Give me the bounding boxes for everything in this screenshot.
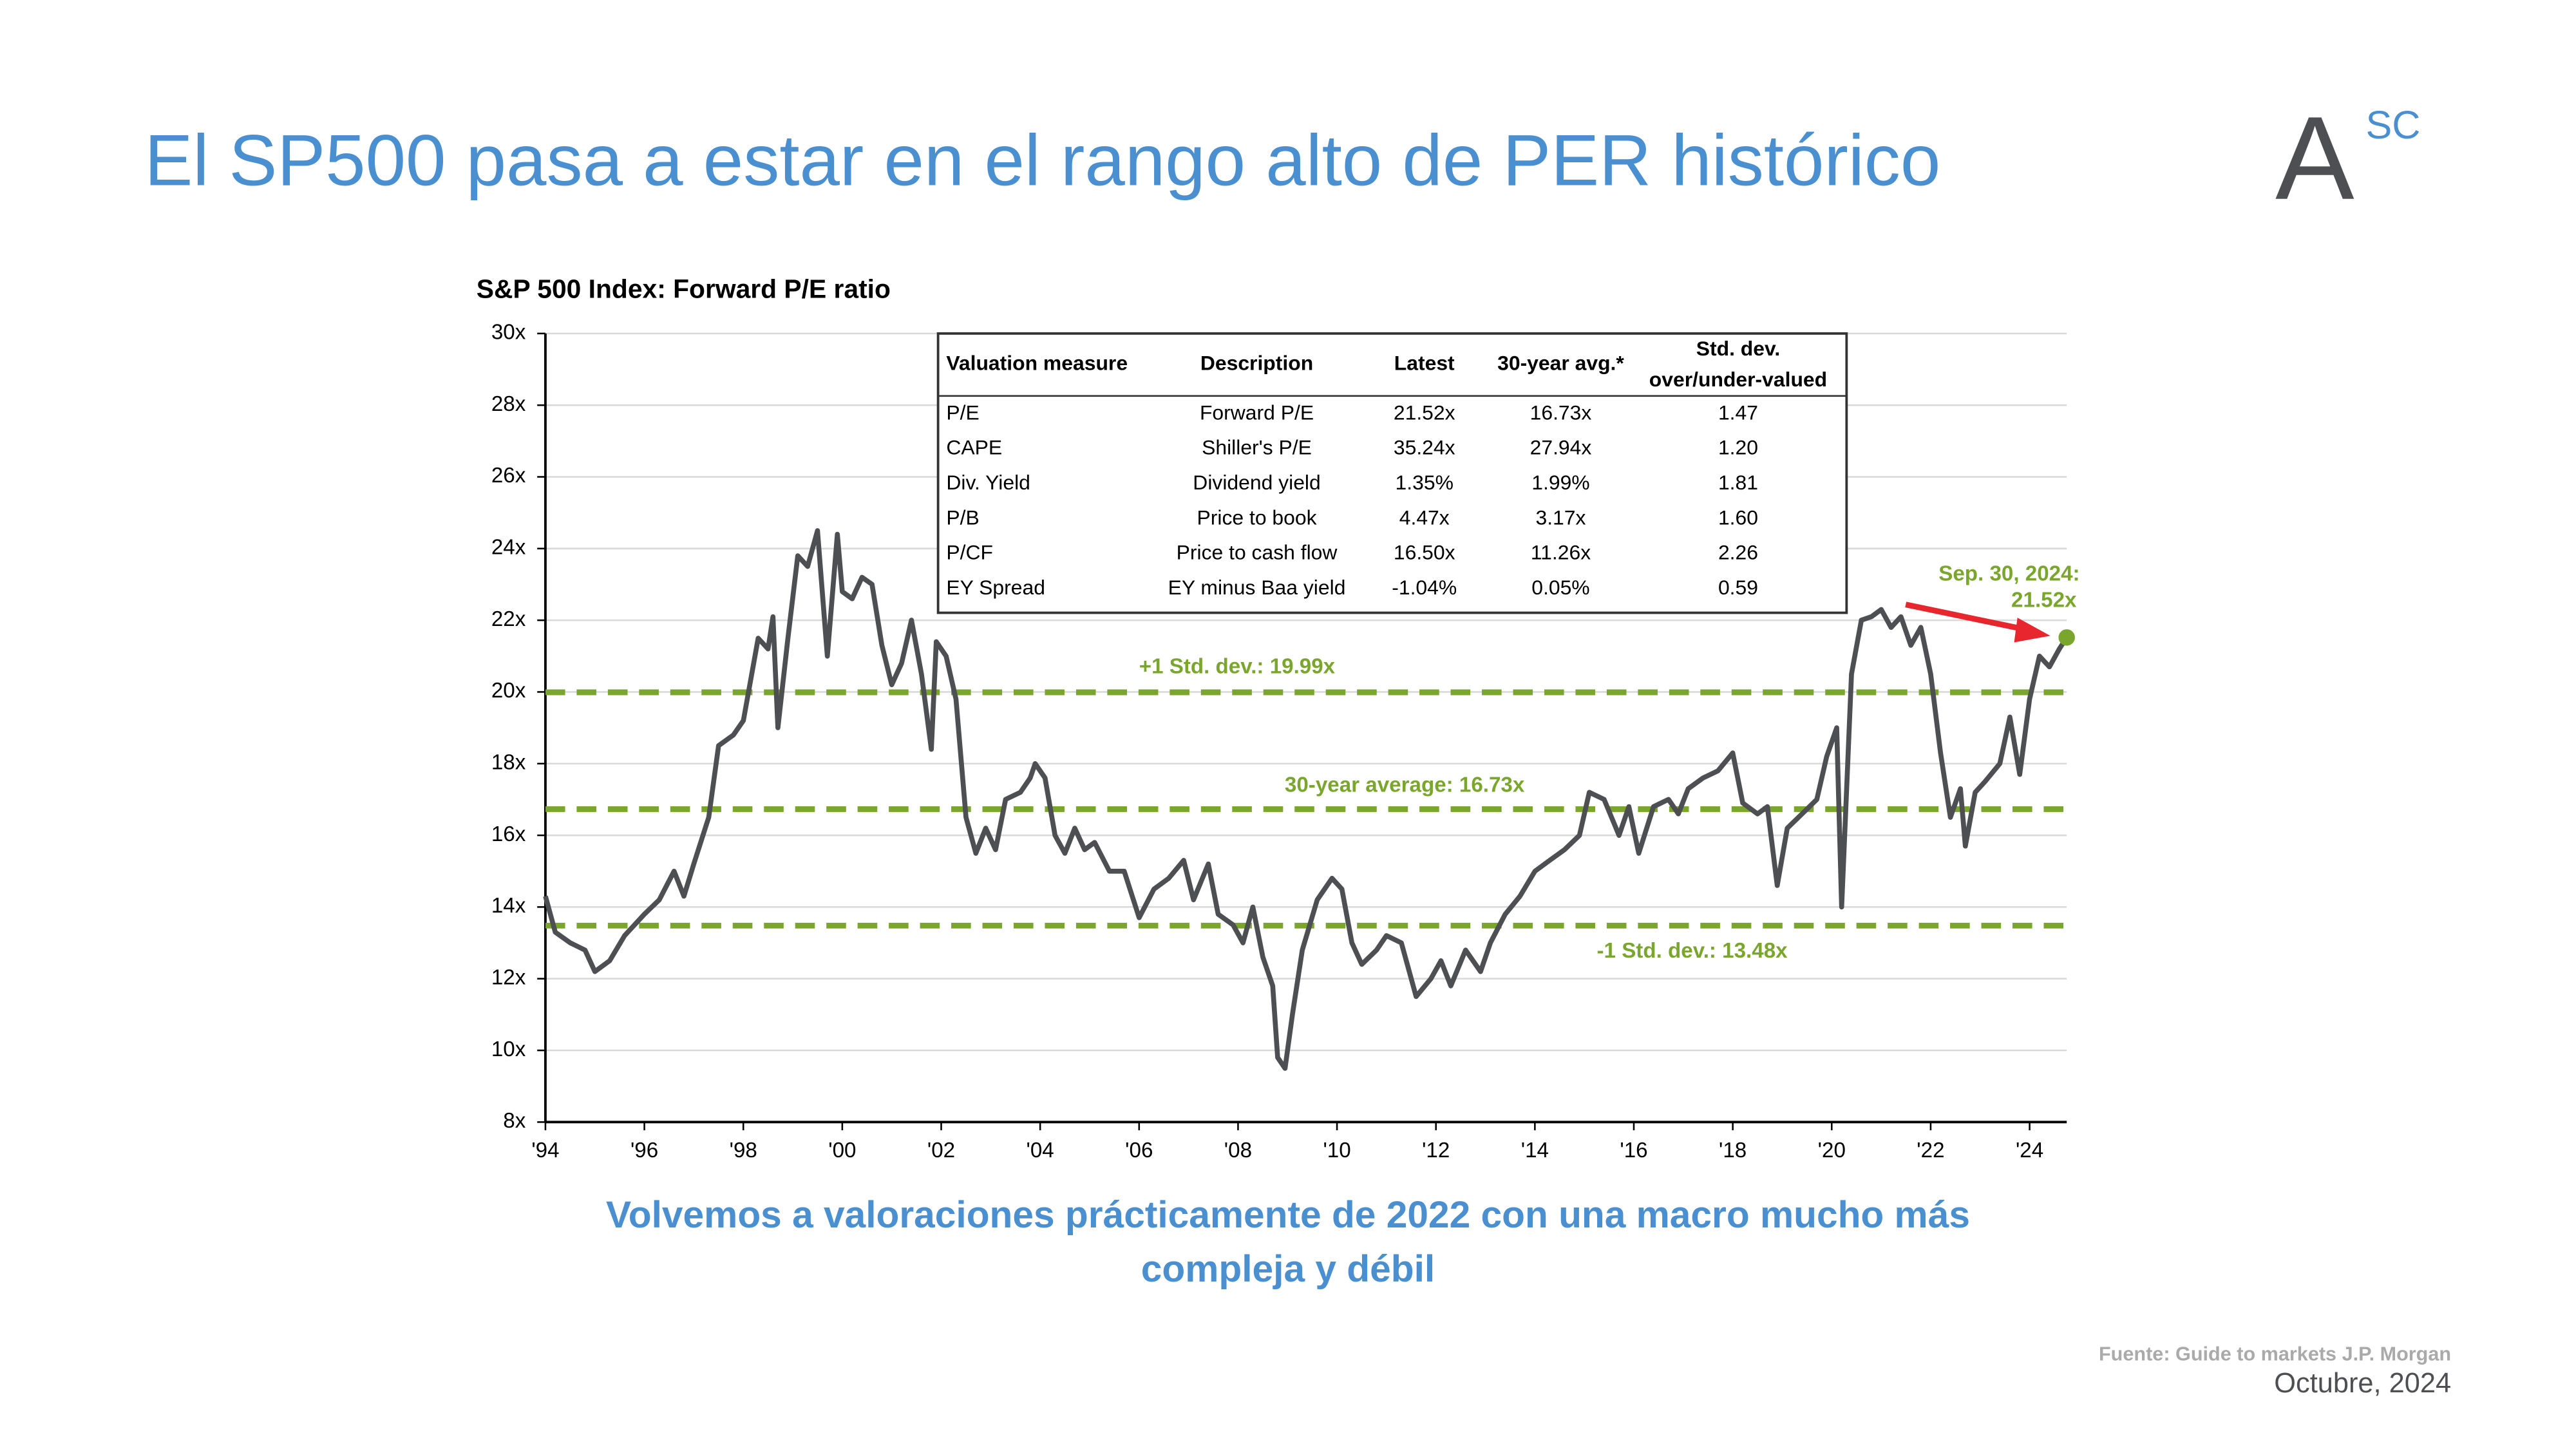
- y-tick-label: 18x: [491, 751, 526, 775]
- x-tick-label: '08: [1224, 1139, 1252, 1162]
- subtitle: compleja y débil: [1141, 1248, 1435, 1290]
- table-cell: Forward P/E: [1200, 401, 1314, 424]
- table-cell: Shiller's P/E: [1202, 436, 1312, 459]
- x-tick-label: '98: [730, 1139, 757, 1162]
- table-header: over/under-valued: [1649, 368, 1827, 391]
- x-tick-label: '14: [1521, 1139, 1549, 1162]
- table-cell: 3.17x: [1535, 506, 1586, 529]
- source: Fuente: Guide to markets J.P. Morgan: [2099, 1343, 2451, 1365]
- table-cell: 4.47x: [1399, 506, 1450, 529]
- slide-title: El SP500 pasa a estar en el rango alto d…: [144, 119, 1940, 200]
- x-tick-label: '00: [828, 1139, 856, 1162]
- x-tick-label: '18: [1719, 1139, 1747, 1162]
- table-header: 30-year avg.*: [1497, 352, 1624, 375]
- table-cell: Dividend yield: [1193, 471, 1320, 494]
- y-tick-label: 22x: [491, 607, 526, 631]
- table-cell: 16.73x: [1530, 401, 1592, 424]
- table-cell: 21.52x: [1394, 401, 1455, 424]
- logo: A: [2275, 92, 2354, 224]
- table-cell: 1.20: [1718, 436, 1758, 459]
- x-tick-label: '20: [1818, 1139, 1846, 1162]
- table-cell: P/B: [946, 506, 979, 529]
- x-tick-label: '22: [1917, 1139, 1944, 1162]
- table-cell: Div. Yield: [946, 471, 1030, 494]
- table-cell: 1.47: [1718, 401, 1758, 424]
- table-header: Valuation measure: [946, 352, 1128, 375]
- date: Octubre, 2024: [2274, 1368, 2451, 1399]
- table-header: Description: [1200, 352, 1313, 375]
- y-tick-label: 30x: [491, 321, 526, 345]
- logo-sup: SC: [2365, 103, 2420, 147]
- table-cell: 1.99%: [1531, 471, 1589, 494]
- reference-label: -1 Std. dev.: 13.48x: [1597, 939, 1788, 963]
- table-cell: 0.05%: [1531, 576, 1589, 599]
- y-tick-label: 20x: [491, 679, 526, 703]
- table-header: Std. dev.: [1696, 337, 1780, 360]
- table-cell: 27.94x: [1530, 436, 1592, 459]
- arrow: [1905, 601, 2025, 632]
- table-cell: P/E: [946, 401, 979, 424]
- table-cell: 1.60: [1718, 506, 1758, 529]
- subtitle: Volvemos a valoraciones prácticamente de…: [606, 1194, 1970, 1236]
- x-tick-label: '96: [630, 1139, 658, 1162]
- arrow-head: [2014, 618, 2050, 643]
- y-tick-label: 28x: [491, 392, 526, 416]
- table-cell: 35.24x: [1394, 436, 1455, 459]
- table-cell: CAPE: [946, 436, 1002, 459]
- table-cell: Price to book: [1197, 506, 1317, 529]
- annotation: Sep. 30, 2024:: [1938, 562, 2079, 586]
- x-tick-label: '06: [1125, 1139, 1153, 1162]
- y-tick-label: 14x: [491, 894, 526, 918]
- y-tick-label: 16x: [491, 822, 526, 846]
- x-tick-label: '12: [1422, 1139, 1450, 1162]
- table-box: [936, 332, 1848, 614]
- table-cell: P/CF: [946, 541, 993, 564]
- table-cell: -1.04%: [1392, 576, 1457, 599]
- table-header: Latest: [1394, 352, 1455, 375]
- table-cell: 16.50x: [1394, 541, 1455, 564]
- latest-dot: [2058, 629, 2075, 646]
- table-cell: EY minus Baa yield: [1168, 576, 1346, 599]
- y-tick-label: 24x: [491, 536, 526, 560]
- table-cell: 1.81: [1718, 471, 1758, 494]
- x-tick-label: '02: [927, 1139, 955, 1162]
- x-tick-label: '94: [531, 1139, 559, 1162]
- table-cell: EY Spread: [946, 576, 1045, 599]
- x-tick-label: '24: [2016, 1139, 2043, 1162]
- x-tick-label: '10: [1323, 1139, 1350, 1162]
- annotation: 21.52x: [2011, 588, 2077, 612]
- series-line: [543, 528, 2069, 1071]
- plot: 8x 10x 12x 14x 16x 18x 20x 22x 24x 26x 28x 30x '94 '9…: [491, 321, 2080, 1162]
- y-tick-label: 12x: [491, 965, 526, 989]
- y-tick-label: 26x: [491, 464, 526, 488]
- y-tick-label: 8x: [503, 1109, 526, 1133]
- reference-label: 30-year average: 16.73x: [1285, 773, 1525, 797]
- y-tick-label: 10x: [491, 1037, 526, 1061]
- table-cell: 0.59: [1718, 576, 1758, 599]
- table-cell: 11.26x: [1531, 541, 1591, 564]
- x-tick-label: '04: [1027, 1139, 1054, 1162]
- reference-label: +1 Std. dev.: 19.99x: [1139, 655, 1336, 679]
- table-cell: Price to cash flow: [1177, 541, 1338, 564]
- table-cell: 2.26: [1718, 541, 1758, 564]
- x-tick-label: '16: [1620, 1139, 1647, 1162]
- table-cell: 1.35%: [1396, 471, 1454, 494]
- chart-title: S&P 500 Index: Forward P/E ratio: [477, 274, 891, 303]
